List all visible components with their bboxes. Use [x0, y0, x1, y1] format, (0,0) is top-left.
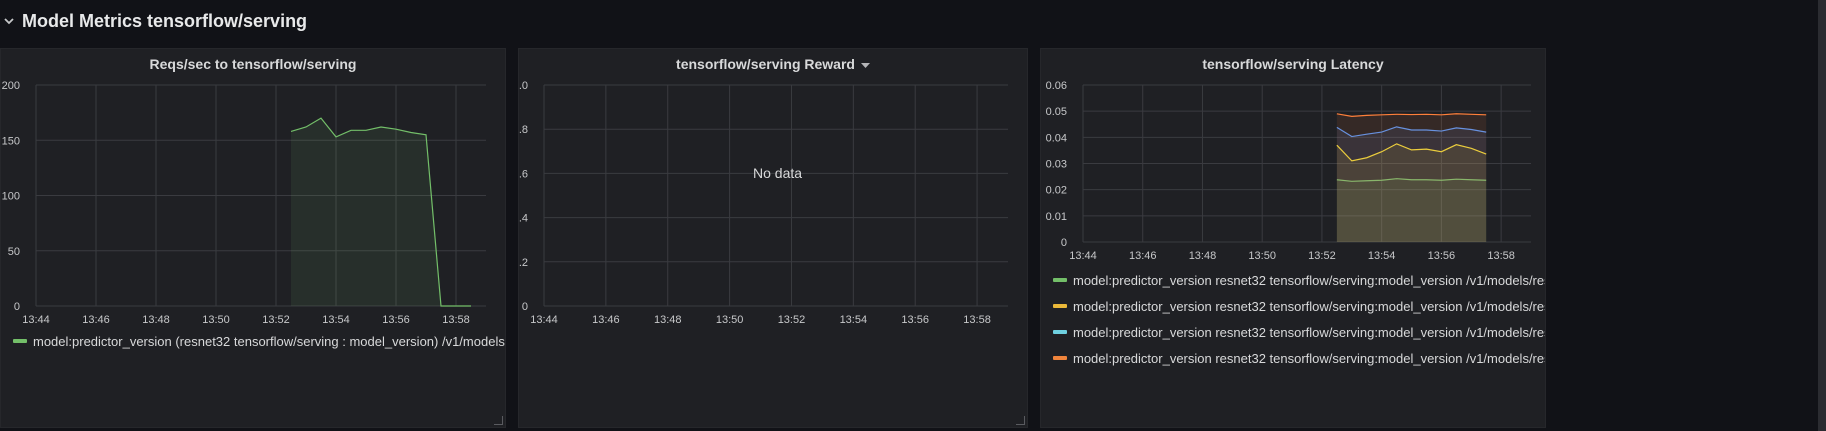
y-tick-label: 0.03 — [1046, 159, 1067, 171]
x-tick-label: 13:52 — [778, 314, 806, 326]
legend-label: model:predictor_version resnet32 tensorf… — [1073, 272, 1545, 288]
reward-chart: 0 0.2 0.4 0.6 0.8 1.0 13:44 13:46 13:48 13:50 13:5… — [519, 80, 1008, 326]
legend-swatch — [1053, 330, 1067, 334]
x-tick-label: 13:52 — [1308, 250, 1336, 262]
y-tick-label: 0.4 — [519, 213, 528, 225]
legend: model:predictor_version resnet32 tensorf… — [1053, 267, 1545, 371]
x-tick-label: 13:48 — [1189, 250, 1217, 262]
x-tick-label: 13:50 — [202, 314, 230, 326]
legend-swatch — [1053, 356, 1067, 360]
chevron-down-icon[interactable] — [2, 14, 16, 28]
x-tick-label: 13:50 — [716, 314, 744, 326]
y-tick-label: 0.06 — [1046, 80, 1067, 92]
y-tick-label: 100 — [2, 191, 20, 203]
x-tick-label: 13:54 — [1368, 250, 1396, 262]
legend-item[interactable]: model:predictor_version resnet32 tensorf… — [1053, 293, 1545, 319]
series-line — [1336, 113, 1487, 118]
x-tick-label: 13:44 — [530, 314, 558, 326]
x-tick-label: 13:58 — [963, 314, 991, 326]
latency-chart: 0 0.01 0.02 0.03 0.04 0.05 0.06 13:44 13:46 13:48… — [1046, 80, 1531, 262]
y-tick-label: 0.02 — [1046, 185, 1067, 197]
x-tick-label: 13:58 — [442, 314, 470, 326]
scrollbar[interactable] — [1818, 0, 1826, 431]
series-area — [1336, 126, 1487, 242]
x-tick-label: 13:46 — [592, 314, 620, 326]
legend-item[interactable]: model:predictor_version resnet32 tensorf… — [1053, 319, 1545, 345]
series-line — [1336, 143, 1487, 162]
x-tick-label: 13:56 — [382, 314, 410, 326]
series-line — [290, 117, 471, 307]
y-tick-label: 0 — [522, 301, 528, 313]
series-area — [291, 118, 471, 307]
series-line — [1336, 178, 1487, 182]
panel-title-text: Reqs/sec to tensorflow/serving — [149, 56, 357, 72]
y-tick-label: 0.2 — [519, 257, 528, 269]
no-data-text: No data — [753, 165, 803, 181]
series-area — [1336, 178, 1487, 242]
y-tick-label: 0.04 — [1046, 132, 1067, 144]
y-tick-label: 50 — [8, 246, 20, 258]
x-tick-label: 13:50 — [1248, 250, 1276, 262]
x-tick-label: 13:44 — [22, 314, 50, 326]
x-tick-label: 13:54 — [840, 314, 868, 326]
reqs-per-sec-chart: 0 50 100 150 200 13:44 13:46 13:48 13:50 13:52 13:… — [2, 80, 486, 326]
legend-label: model:predictor_version (resnet32 tensor… — [33, 333, 505, 349]
y-tick-label: 1.0 — [519, 80, 528, 92]
x-tick-label: 13:48 — [142, 314, 170, 326]
x-tick-label: 13:56 — [901, 314, 929, 326]
legend-label: model:predictor_version resnet32 tensorf… — [1073, 298, 1545, 314]
legend-item[interactable]: model:predictor_version resnet32 tensorf… — [1053, 267, 1545, 293]
panel-reward: tensorflow/serving Reward 0 0.2 0.4 0.6 0.8 1… — [518, 48, 1028, 428]
series-area — [1336, 143, 1487, 242]
panel-title-text: tensorflow/serving Latency — [1202, 56, 1384, 72]
row-header[interactable]: Model Metrics tensorflow/serving — [0, 0, 1826, 42]
legend-swatch — [1053, 304, 1067, 308]
x-tick-label: 13:44 — [1069, 250, 1097, 262]
legend-label: model:predictor_version resnet32 tensorf… — [1073, 324, 1545, 340]
legend-swatch — [13, 339, 27, 343]
x-tick-label: 13:58 — [1487, 250, 1515, 262]
x-tick-label: 13:54 — [322, 314, 350, 326]
caret-down-icon[interactable] — [860, 56, 870, 72]
legend-label: model:predictor_version resnet32 tensorf… — [1073, 350, 1545, 366]
x-tick-label: 13:46 — [82, 314, 110, 326]
y-tick-label: 0.8 — [519, 124, 528, 136]
resize-handle[interactable] — [1016, 416, 1025, 425]
panel-title[interactable]: tensorflow/serving Latency — [1041, 49, 1545, 79]
y-tick-label: 0.01 — [1046, 211, 1067, 223]
legend-item[interactable]: model:predictor_version (resnet32 tensor… — [13, 328, 505, 354]
x-tick-label: 13:48 — [654, 314, 682, 326]
x-tick-label: 13:56 — [1428, 250, 1456, 262]
legend-item[interactable]: model:predictor_version resnet32 tensorf… — [1053, 345, 1545, 371]
y-tick-label: 0.6 — [519, 168, 528, 180]
panel-title[interactable]: tensorflow/serving Reward — [519, 49, 1027, 79]
y-tick-label: 0 — [14, 301, 20, 313]
panel-title[interactable]: Reqs/sec to tensorflow/serving — [1, 49, 505, 79]
panel-reqs-per-sec: Reqs/sec to tensorflow/serving 0 50 100 150… — [0, 48, 506, 428]
x-tick-label: 13:52 — [262, 314, 290, 326]
legend-swatch — [1053, 278, 1067, 282]
series-line — [1336, 126, 1487, 138]
y-tick-label: 0.05 — [1046, 106, 1067, 118]
resize-handle[interactable] — [494, 416, 503, 425]
y-tick-label: 150 — [2, 135, 20, 147]
y-tick-label: 0 — [1061, 237, 1067, 249]
series-area — [1336, 113, 1487, 243]
panel-latency: tensorflow/serving Latency 0 0.01 0.02 0.03… — [1040, 48, 1546, 428]
y-tick-label: 200 — [2, 80, 20, 92]
panel-title-text: tensorflow/serving Reward — [676, 56, 855, 72]
x-tick-label: 13:46 — [1129, 250, 1157, 262]
legend: model:predictor_version (resnet32 tensor… — [13, 328, 505, 354]
row-title: Model Metrics tensorflow/serving — [22, 10, 308, 31]
